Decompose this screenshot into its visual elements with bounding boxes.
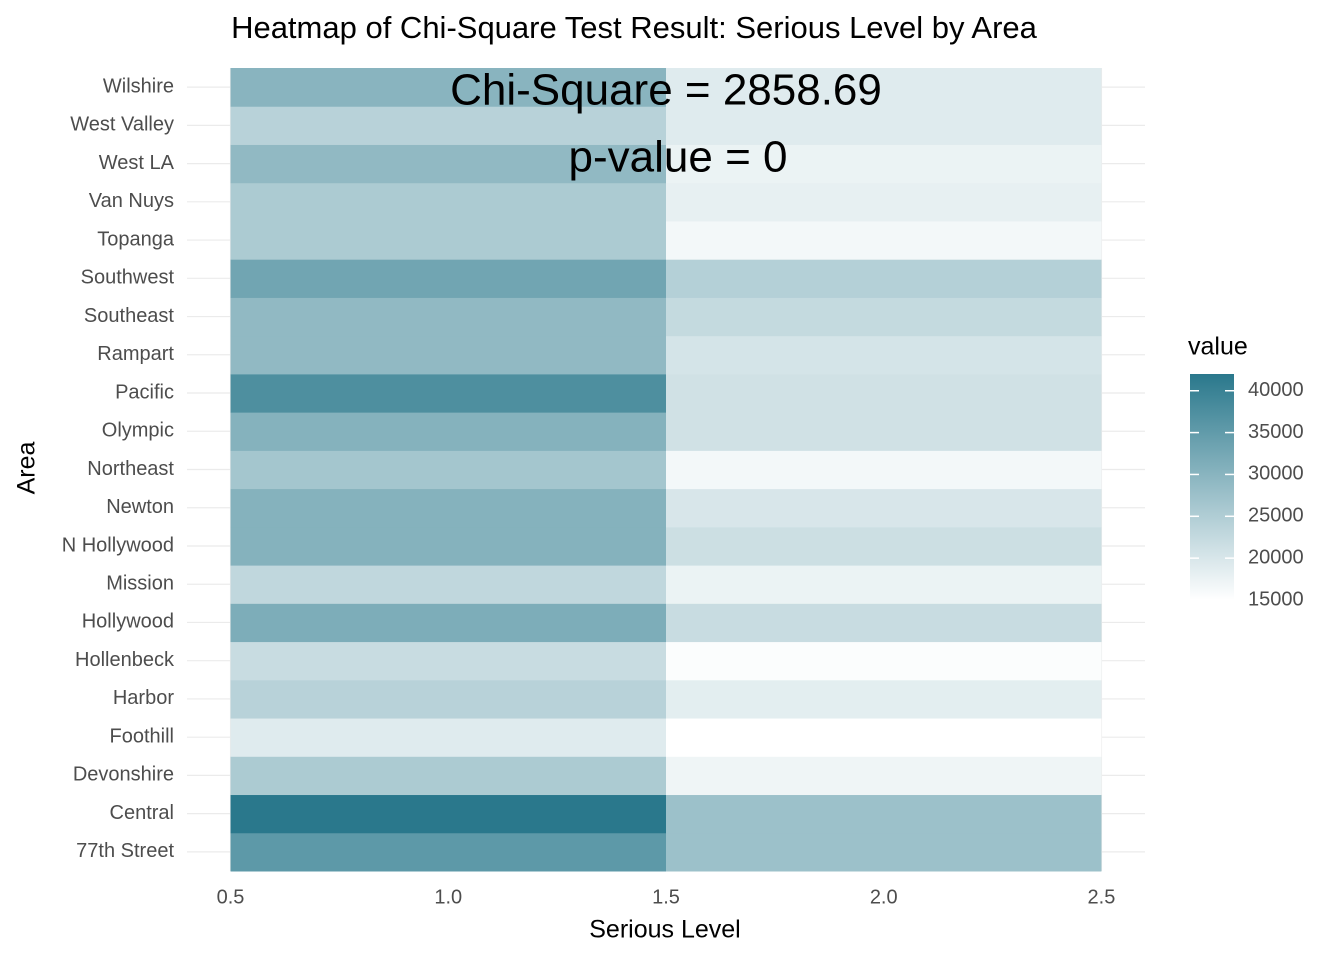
heat-cell bbox=[666, 526, 1102, 566]
y-tick-label: Olympic bbox=[102, 420, 174, 442]
y-tick-label: Central bbox=[110, 802, 174, 824]
heat-cell bbox=[230, 373, 666, 413]
heat-cell bbox=[666, 488, 1102, 528]
heat-cell bbox=[230, 526, 666, 566]
y-tick-label: Harbor bbox=[113, 687, 174, 709]
heat-cell bbox=[230, 641, 666, 681]
y-tick-label: Newton bbox=[106, 496, 174, 518]
x-axis-label: Serious Level bbox=[589, 916, 740, 944]
heat-cell bbox=[666, 565, 1102, 604]
y-tick-label: Southeast bbox=[84, 305, 175, 327]
y-tick-label: N Hollywood bbox=[62, 534, 174, 556]
heat-cell bbox=[666, 68, 1102, 107]
colorbar-tick-label: 15000 bbox=[1248, 588, 1304, 610]
y-tick-label: Devonshire bbox=[73, 764, 174, 786]
heat-cell bbox=[666, 450, 1102, 490]
heat-cell bbox=[666, 220, 1102, 260]
x-tick-label: 0.5 bbox=[217, 886, 245, 908]
heat-cell bbox=[230, 412, 666, 451]
y-tick-label: Hollywood bbox=[82, 611, 174, 633]
annotation: Chi-Square = 2858.69 bbox=[450, 66, 882, 115]
colorbar-tick-label: 40000 bbox=[1248, 379, 1304, 401]
heat-cell bbox=[230, 68, 666, 107]
y-tick-label: Van Nuys bbox=[89, 190, 174, 212]
x-tick-label: 1.0 bbox=[434, 886, 462, 908]
heat-cell bbox=[230, 259, 666, 298]
colorbar-tick-label: 25000 bbox=[1248, 505, 1304, 527]
heat-cell bbox=[666, 335, 1102, 375]
y-tick-label: Foothill bbox=[110, 725, 174, 747]
heat-cell bbox=[666, 718, 1102, 757]
heat-cell bbox=[666, 373, 1102, 413]
heat-cell bbox=[666, 297, 1102, 337]
heat-cell bbox=[230, 679, 666, 719]
y-tick-label: Hollenbeck bbox=[75, 649, 175, 671]
annotation: p-value = 0 bbox=[569, 133, 788, 182]
heat-cell bbox=[666, 832, 1102, 872]
x-tick-label: 2.5 bbox=[1088, 886, 1116, 908]
x-tick-label: 1.5 bbox=[652, 886, 680, 908]
heat-cell bbox=[230, 220, 666, 260]
heat-cell bbox=[230, 832, 666, 872]
y-tick-label: Pacific bbox=[115, 381, 174, 403]
heat-cell bbox=[666, 794, 1102, 834]
heat-cell bbox=[230, 182, 666, 222]
y-tick-label: Wilshire bbox=[103, 75, 174, 97]
heat-cell bbox=[666, 641, 1102, 681]
y-tick-label: West LA bbox=[99, 152, 175, 174]
colorbar-tick-label: 20000 bbox=[1248, 546, 1304, 568]
colorbar-tick-label: 35000 bbox=[1248, 421, 1304, 443]
heat-cell bbox=[230, 335, 666, 375]
x-tick-label: 2.0 bbox=[870, 886, 898, 908]
heat-cell bbox=[666, 182, 1102, 222]
colorbar-tick-label: 30000 bbox=[1248, 463, 1304, 485]
heat-cell bbox=[666, 259, 1102, 298]
heat-cell bbox=[230, 144, 666, 184]
heat-cell bbox=[666, 106, 1102, 145]
y-tick-label: West Valley bbox=[70, 114, 174, 136]
heat-cell bbox=[230, 450, 666, 490]
y-tick-label: Mission bbox=[106, 572, 174, 594]
heat-cell bbox=[666, 603, 1102, 643]
y-tick-label: Northeast bbox=[87, 458, 174, 480]
heat-cell bbox=[230, 488, 666, 528]
y-axis-label: Area bbox=[13, 442, 41, 495]
legend-title: value bbox=[1188, 333, 1248, 361]
chart-title: Heatmap of Chi-Square Test Result: Serio… bbox=[231, 10, 1038, 45]
heat-cell bbox=[230, 565, 666, 604]
heat-cell bbox=[666, 679, 1102, 719]
heat-cell bbox=[666, 756, 1102, 796]
y-tick-label: 77th Street bbox=[76, 840, 174, 862]
y-tick-label: Rampart bbox=[97, 343, 174, 365]
heat-cell bbox=[666, 144, 1102, 184]
heat-cell bbox=[230, 603, 666, 643]
heat-cell bbox=[230, 297, 666, 337]
heat-cell bbox=[230, 718, 666, 757]
heat-cell bbox=[230, 794, 666, 834]
y-tick-label: Southwest bbox=[81, 267, 175, 289]
heat-cell bbox=[230, 106, 666, 145]
heat-cell bbox=[230, 756, 666, 796]
y-tick-label: Topanga bbox=[97, 228, 175, 250]
colorbar bbox=[1190, 374, 1234, 600]
heat-cell bbox=[666, 412, 1102, 451]
